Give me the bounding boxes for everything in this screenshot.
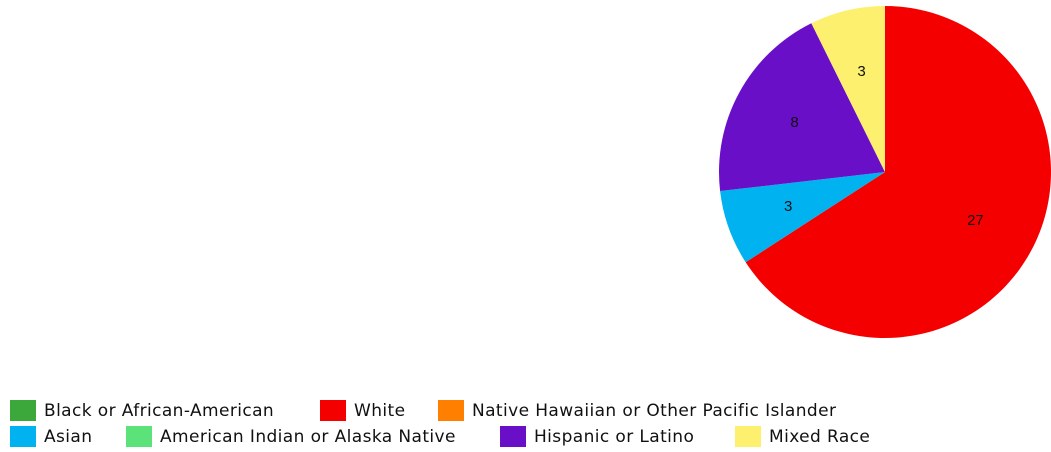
legend-swatch — [126, 426, 152, 447]
pie-slice-mixed-race[interactable] — [811, 6, 885, 172]
legend-item-asian[interactable]: Asian — [10, 426, 92, 447]
legend-row-2: Asian American Indian or Alaska Native H… — [10, 426, 1040, 452]
pie-slice-hispanic-or-latino[interactable] — [719, 23, 885, 192]
legend-swatch — [320, 400, 346, 421]
pie-slices — [719, 6, 1051, 339]
pie-value-label-asian: 3 — [784, 198, 792, 215]
legend-item-black-or-african-american[interactable]: Black or African-American — [10, 400, 274, 421]
legend-label: American Indian or Alaska Native — [160, 426, 456, 447]
legend-swatch — [500, 426, 526, 447]
legend-swatch — [10, 400, 36, 421]
pie-slice-white[interactable] — [745, 6, 1051, 339]
legend-label: White — [354, 400, 406, 421]
legend: Black or African-American White Native H… — [10, 400, 1040, 452]
legend-item-hispanic-or-latino[interactable]: Hispanic or Latino — [500, 426, 694, 447]
legend-swatch — [10, 426, 36, 447]
pie-value-label-mixed-race: 3 — [857, 63, 865, 80]
legend-swatch — [735, 426, 761, 447]
legend-item-white[interactable]: White — [320, 400, 405, 421]
legend-label: Native Hawaiian or Other Pacific Islande… — [472, 400, 837, 421]
legend-swatch — [438, 400, 464, 421]
legend-item-native-hawaiian-or-other-pacific-islander[interactable]: Native Hawaiian or Other Pacific Islande… — [438, 400, 836, 421]
pie-slice-asian[interactable] — [720, 172, 885, 263]
legend-label: Hispanic or Latino — [534, 426, 695, 447]
legend-item-american-indian-or-alaska-native[interactable]: American Indian or Alaska Native — [126, 426, 456, 447]
legend-label: Asian — [44, 426, 93, 447]
legend-label: Mixed Race — [769, 426, 871, 447]
legend-row-1: Black or African-American White Native H… — [10, 400, 1040, 426]
pie-value-label-white: 27 — [967, 212, 984, 229]
pie-value-label-hispanic-or-latino: 8 — [790, 114, 798, 131]
legend-item-mixed-race[interactable]: Mixed Race — [735, 426, 870, 447]
pie-value-labels: 27 3 8 3 — [784, 63, 984, 229]
legend-label: Black or African-American — [44, 400, 275, 421]
